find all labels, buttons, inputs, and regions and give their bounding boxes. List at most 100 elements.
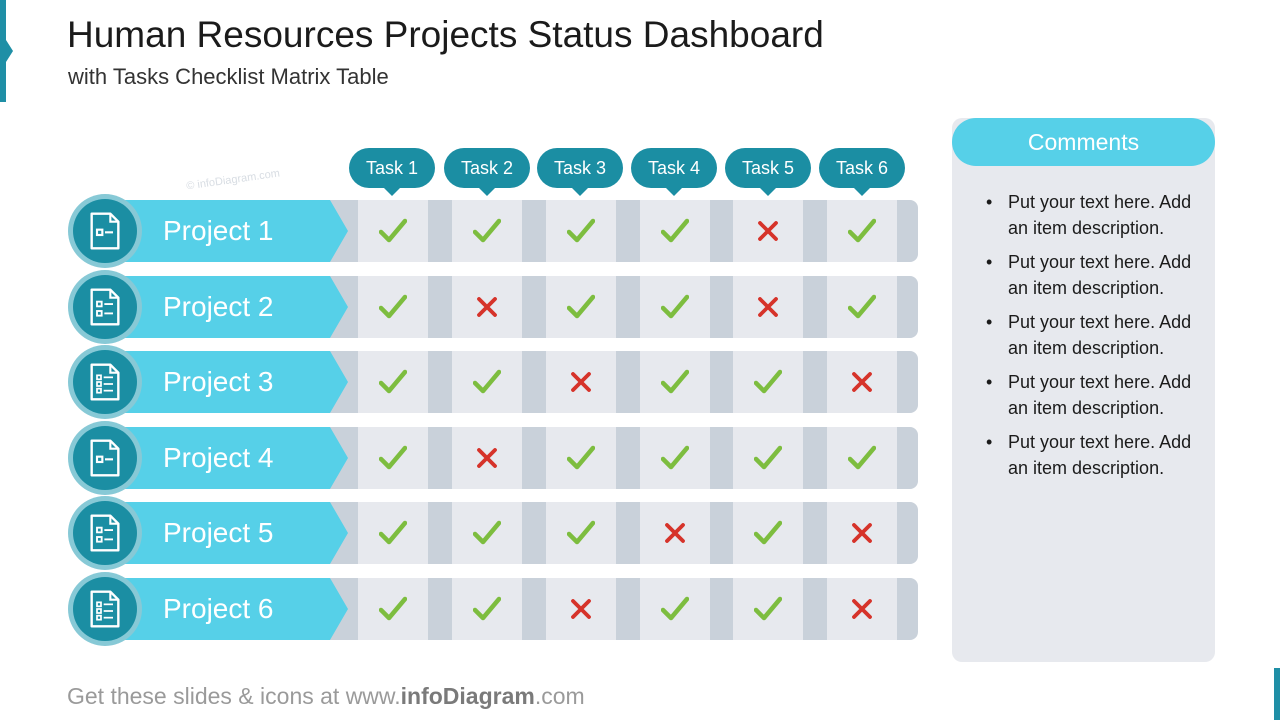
check-icon (640, 578, 710, 640)
status-cell (358, 200, 428, 262)
check-icon (546, 427, 616, 489)
project-label: Project 6 (163, 593, 274, 624)
document-checklist-icon (73, 275, 137, 339)
project-row: Project 1 (68, 194, 920, 268)
comments-list: Put your text here. Add an item descript… (986, 190, 1196, 490)
footer-prefix: Get these slides & icons at www. (67, 683, 401, 709)
project-label: Project 4 (163, 442, 274, 473)
task-header-2: Task 2 (444, 148, 530, 196)
status-cell (733, 502, 803, 564)
check-icon (452, 578, 522, 640)
check-icon (827, 200, 897, 262)
footer: Get these slides & icons at www.infoDiag… (67, 683, 585, 710)
status-cell (358, 276, 428, 338)
project-icon-badge (68, 194, 142, 268)
status-cell (640, 276, 710, 338)
cross-icon (452, 427, 522, 489)
check-icon (358, 427, 428, 489)
comment-item: Put your text here. Add an item descript… (986, 190, 1196, 241)
cross-icon (452, 276, 522, 338)
check-icon (358, 200, 428, 262)
task-header-6: Task 6 (819, 148, 905, 196)
check-icon (358, 578, 428, 640)
footer-suffix: .com (534, 683, 585, 709)
comment-item: Put your text here. Add an item descript… (986, 310, 1196, 361)
document-list-icon (73, 577, 137, 641)
check-icon (827, 427, 897, 489)
check-icon (640, 351, 710, 413)
task-header-4: Task 4 (631, 148, 717, 196)
status-cell (358, 351, 428, 413)
status-cell (827, 427, 897, 489)
page-title: Human Resources Projects Status Dashboar… (67, 14, 824, 55)
check-icon (640, 200, 710, 262)
footer-brand: infoDiagram (400, 683, 535, 709)
document-list-icon (73, 350, 137, 414)
status-cell (546, 427, 616, 489)
status-cell (452, 351, 522, 413)
check-icon (452, 351, 522, 413)
status-cell (546, 200, 616, 262)
cross-icon (827, 351, 897, 413)
status-cell (640, 200, 710, 262)
status-cell (452, 200, 522, 262)
project-row: Project 3 (68, 345, 920, 419)
check-icon (358, 276, 428, 338)
cross-icon (733, 200, 803, 262)
task-header-5: Task 5 (725, 148, 811, 196)
check-icon (452, 200, 522, 262)
check-icon (358, 502, 428, 564)
check-icon (452, 502, 522, 564)
cross-icon (827, 502, 897, 564)
status-cell (452, 502, 522, 564)
check-icon (546, 200, 616, 262)
cross-icon (827, 578, 897, 640)
task-header-3: Task 3 (537, 148, 623, 196)
status-cell (827, 276, 897, 338)
project-label: Project 3 (163, 366, 274, 397)
project-row: Project 2 (68, 270, 920, 344)
comment-item: Put your text here. Add an item descript… (986, 370, 1196, 421)
project-row: Project 6 (68, 572, 920, 646)
status-cell (640, 427, 710, 489)
document-minus-icon (73, 426, 137, 490)
status-cell (358, 578, 428, 640)
task-header-1: Task 1 (349, 148, 435, 196)
check-icon (733, 502, 803, 564)
project-label: Project 2 (163, 291, 274, 322)
check-icon (640, 427, 710, 489)
status-cell (827, 200, 897, 262)
project-icon-badge (68, 270, 142, 344)
check-icon (827, 276, 897, 338)
status-cell (733, 578, 803, 640)
cross-icon (733, 276, 803, 338)
status-cell (733, 351, 803, 413)
check-icon (733, 351, 803, 413)
comment-item: Put your text here. Add an item descript… (986, 250, 1196, 301)
left-accent-bar (0, 0, 6, 102)
comment-item: Put your text here. Add an item descript… (986, 430, 1196, 481)
status-cell (546, 502, 616, 564)
project-icon-badge (68, 421, 142, 495)
cross-icon (640, 502, 710, 564)
document-minus-icon (73, 199, 137, 263)
check-icon (640, 276, 710, 338)
project-label: Project 1 (163, 215, 274, 246)
status-cell (640, 351, 710, 413)
status-cell (640, 578, 710, 640)
status-cell (358, 427, 428, 489)
project-row: Project 5 (68, 496, 920, 570)
page-subtitle: with Tasks Checklist Matrix Table (68, 64, 389, 89)
project-icon-badge (68, 572, 142, 646)
left-accent-notch (6, 40, 13, 62)
check-icon (546, 502, 616, 564)
cross-icon (546, 578, 616, 640)
document-checklist-icon (73, 501, 137, 565)
comments-header: Comments (952, 118, 1215, 166)
project-label: Project 5 (163, 517, 274, 548)
check-icon (546, 276, 616, 338)
project-icon-badge (68, 345, 142, 419)
cross-icon (546, 351, 616, 413)
project-icon-badge (68, 496, 142, 570)
status-cell (358, 502, 428, 564)
